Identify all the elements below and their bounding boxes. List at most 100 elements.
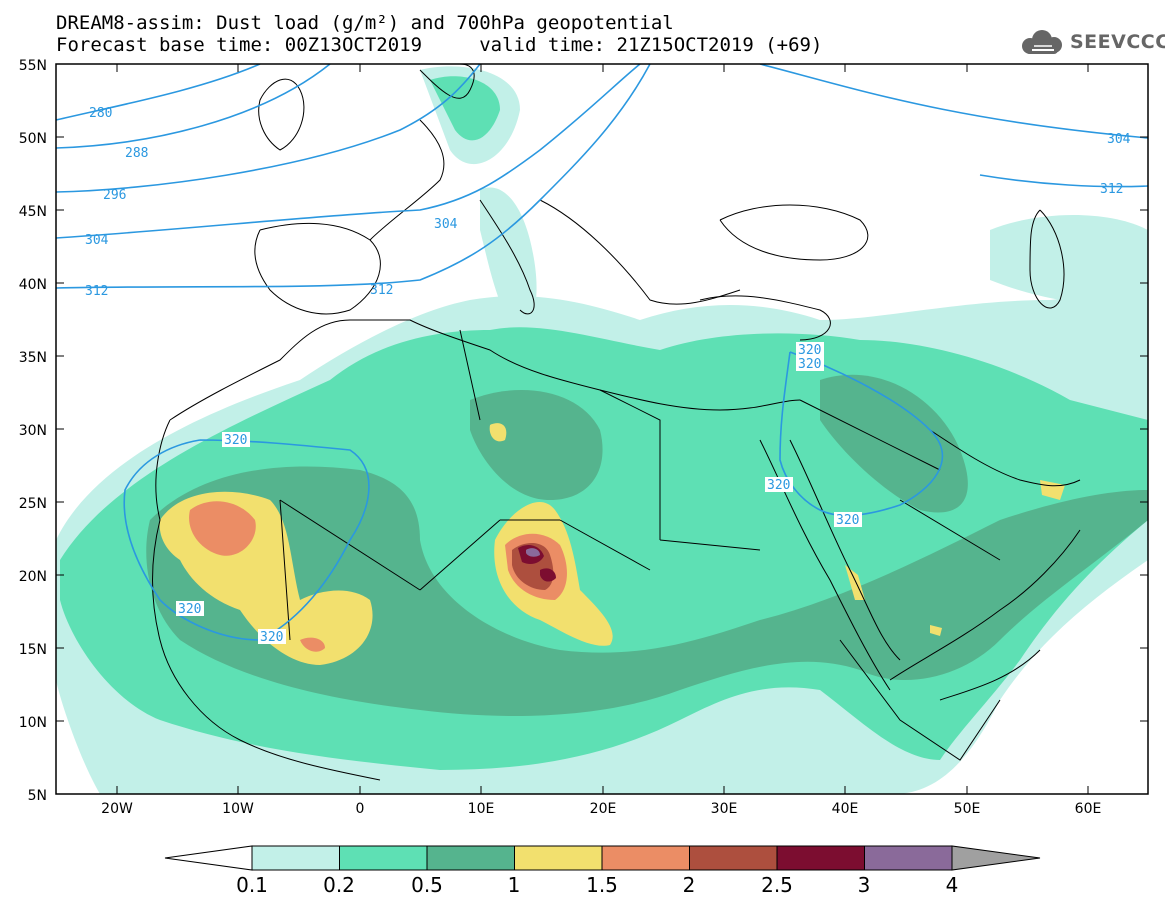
dust-region-maroon-chad-2 [540,568,556,582]
cloud-icon [1022,30,1062,54]
geopotential-contours [56,64,1148,641]
contour-312-west [56,64,651,289]
colorbar-swatch [864,845,953,871]
dust-region-dark-east [820,374,968,513]
dust-region-yellow-yemen [930,625,942,636]
colorbar-swatch [601,845,690,871]
coastline-scandinavia [419,64,475,99]
contour-label: 320 [224,433,247,448]
contour-label: 288 [125,146,148,161]
coastline-balkans [539,199,741,305]
dust-region-light-italy [480,187,537,330]
dust-region-orange-mali [300,637,325,652]
logo-text: SEEVCCC [1070,31,1165,53]
lon-label: 20E [590,801,617,817]
lon-label: 40E [832,801,859,817]
dust-region-purple-chad [526,548,540,557]
contour-label: 320 [178,602,201,617]
coastline-france [369,119,445,241]
contour-labels: 280 288 296 304 312 312 304 304 312 320 … [85,106,1131,645]
contour-label: 304 [1107,132,1131,147]
colorbar-label: 0.5 [411,873,443,897]
lat-label: 55N [19,58,47,74]
colorbar-under-arrow [164,845,253,871]
border-horn [839,639,1001,761]
lat-label: 5N [28,788,47,804]
lon-label: 30E [711,801,738,817]
border-sahara-1 [279,499,651,641]
coastline-africa-atlantic [152,419,381,781]
coastline-turkey [699,295,831,341]
lon-label: 60E [1075,801,1102,817]
colorbar-labels: 0.1 0.2 0.5 1 1.5 2 2.5 3 4 [236,873,958,897]
contour-label: 320 [836,513,859,528]
contour-label: 320 [798,357,821,372]
colorbar-label: 0.1 [236,873,268,897]
colorbar-swatch [776,845,865,871]
colorbar-label: 2.5 [761,873,793,897]
dust-region-orange-west [189,501,256,556]
seevccc-logo [1022,30,1062,54]
contour-label: 312 [1100,182,1123,197]
dust-region-medium-north [430,76,500,141]
lat-label: 15N [19,642,47,658]
contour-label: 296 [103,188,126,203]
land-borders [152,64,1081,781]
dust-region-dark [146,466,1148,716]
colorbar: 0.1 0.2 0.5 1 1.5 2 2.5 3 4 [164,845,1041,897]
colorbar-swatch [689,845,778,871]
lat-label: 10N [19,715,47,731]
forecast-time-line: Forecast base time: 00Z13OCT2019 valid t… [56,34,823,56]
colorbar-label: 1.5 [586,873,618,897]
coastline-britain [258,78,305,151]
border-arabia [799,399,1001,561]
contour-288 [56,64,331,149]
contour-label: 304 [434,217,458,232]
colorbar-frame [251,845,953,871]
colorbar-label: 2 [683,873,696,897]
lat-label: 40N [19,277,47,293]
colorbar-label: 3 [858,873,871,897]
coastline-caspian [1029,209,1065,309]
lon-label: 20W [101,801,133,817]
lon-label: 50E [954,801,981,817]
lat-label: 50N [19,131,47,147]
colorbar-swatch [514,845,603,871]
lat-label: 45N [19,204,47,220]
contour-304-east [759,64,1148,139]
contour-label: 320 [260,630,283,645]
coastline-iberia [254,223,381,315]
lon-label: 0 [356,801,365,817]
contour-label: 312 [85,284,108,299]
map-title: DREAM8-assim: Dust load (g/m²) and 700hP… [56,12,674,34]
coastline-arabia-south [889,529,1081,681]
contour-label: 312 [370,283,393,298]
lat-label: 20N [19,569,47,585]
lon-labels: 20W 10W 0 10E 20E 30E 40E 50E 60E [101,801,1101,817]
coastline-blacksea [719,204,869,261]
contour-label: 280 [89,106,112,121]
contour-296 [56,64,481,193]
coastline-gulf [929,429,1081,487]
colorbar-label: 1 [508,873,521,897]
coastline-west-africa [169,319,801,421]
coastline-redsea-east [789,439,901,661]
lon-label: 10W [222,801,254,817]
lat-label: 25N [19,496,47,512]
lat-label: 35N [19,350,47,366]
contour-304-west [56,64,641,239]
lon-label: 10E [468,801,495,817]
contour-label: 304 [85,233,109,248]
contour-312-east [979,174,1148,188]
dust-region-dark-sahara [470,390,603,500]
contour-label: 320 [767,478,790,493]
coastline-horn-somalia [939,649,1041,701]
colorbar-swatch [251,845,340,871]
colorbar-label: 4 [946,873,959,897]
lon-ticks [116,64,1089,794]
colorbar-label: 0.2 [323,873,355,897]
contour-280 [56,64,261,121]
dust-region-light-caspian [990,215,1148,304]
dust-region-yellow-libya [489,423,507,442]
